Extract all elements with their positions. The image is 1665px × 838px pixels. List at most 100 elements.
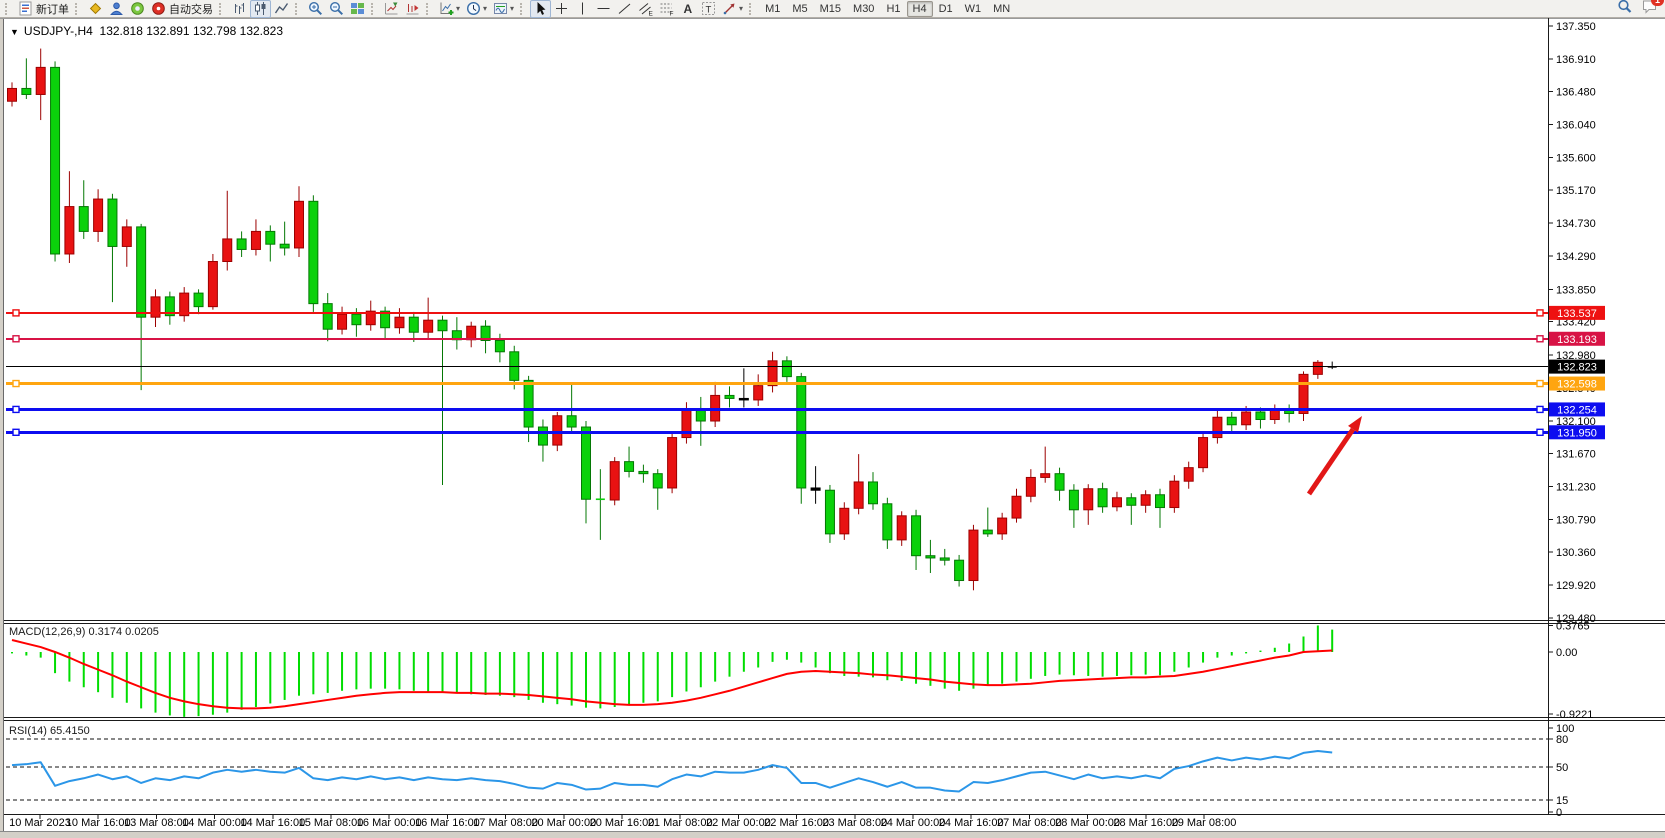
svg-text:28 Mar 16:00: 28 Mar 16:00 bbox=[1113, 817, 1178, 829]
chart-canvas[interactable]: 137.350 136.910 136.480 136.040 135.600 135.1… bbox=[0, 18, 1665, 838]
horizontal-line-button[interactable] bbox=[593, 0, 614, 18]
new-order-icon bbox=[18, 1, 33, 16]
hline-132.598[interactable] bbox=[6, 379, 1548, 388]
svg-text:27 Mar 08:00: 27 Mar 08:00 bbox=[997, 817, 1062, 829]
svg-text:A: A bbox=[684, 2, 693, 16]
svg-text:22 Mar 00:00: 22 Mar 00:00 bbox=[706, 817, 771, 829]
search-icon bbox=[1617, 0, 1632, 18]
period-button[interactable]: ▾ bbox=[463, 0, 490, 18]
svg-text:134.290: 134.290 bbox=[1556, 251, 1596, 263]
svg-text:20 Mar 00:00: 20 Mar 00:00 bbox=[531, 817, 596, 829]
arrows-button[interactable]: ▾ bbox=[719, 0, 746, 18]
chevron-down-icon: ▾ bbox=[483, 4, 488, 13]
cursor-button[interactable] bbox=[530, 0, 552, 18]
svg-text:24 Mar 00:00: 24 Mar 00:00 bbox=[881, 817, 946, 829]
timeframe-mn[interactable]: MN bbox=[993, 2, 1011, 15]
zoom-in-button[interactable] bbox=[305, 0, 326, 18]
chart-window: 137.350 136.910 136.480 136.040 135.600 135.1… bbox=[0, 18, 1665, 838]
svg-text:133.537: 133.537 bbox=[1557, 308, 1597, 320]
tile-windows-button[interactable] bbox=[347, 0, 368, 18]
auto-scroll-button[interactable] bbox=[381, 0, 402, 18]
timeframe-h1[interactable]: H1 bbox=[886, 2, 901, 15]
chevron-down-icon: ▾ bbox=[510, 4, 515, 13]
trendline-icon bbox=[617, 1, 632, 16]
timeframe-m1[interactable]: M1 bbox=[765, 2, 781, 15]
svg-text:132.823: 132.823 bbox=[1557, 362, 1597, 374]
svg-text:129.480: 129.480 bbox=[1556, 613, 1596, 625]
trendline-button[interactable] bbox=[614, 0, 635, 18]
cursor-icon bbox=[533, 1, 548, 16]
new-order-button-label: 新订单 bbox=[36, 3, 69, 16]
price-axis[interactable]: 137.350 136.910 136.480 136.040 135.600 135.1… bbox=[1548, 21, 1605, 625]
svg-text:136.040: 136.040 bbox=[1556, 120, 1596, 132]
label-button[interactable]: T bbox=[698, 0, 719, 18]
macd-axis[interactable]: 0.3765 0.00 -0.9221 bbox=[1548, 620, 1593, 721]
search-button[interactable] bbox=[1617, 0, 1632, 19]
text-button[interactable]: A bbox=[677, 0, 698, 18]
svg-text:28 Mar 00:00: 28 Mar 00:00 bbox=[1055, 817, 1120, 829]
timeframe-d1[interactable]: D1 bbox=[938, 2, 953, 15]
price-label-133.537: 133.537 bbox=[1549, 305, 1605, 320]
line-chart-button[interactable] bbox=[271, 0, 292, 18]
toolbar-grip bbox=[749, 2, 756, 15]
timeframe-h4[interactable]: H4 bbox=[906, 0, 933, 17]
svg-text:132.980: 132.980 bbox=[1556, 350, 1596, 362]
timeframe-group: M1 M5 M15 M30 H1 H4 D1 W1 MN bbox=[759, 0, 1016, 18]
crosshair-icon bbox=[554, 1, 569, 16]
notifications-button[interactable]: 1 bbox=[1642, 0, 1664, 19]
timeframe-m30[interactable]: M30 bbox=[853, 2, 875, 15]
svg-text:16 Mar 16:00: 16 Mar 16:00 bbox=[415, 817, 480, 829]
indicators-icon bbox=[439, 1, 454, 16]
channel-button[interactable]: E bbox=[635, 0, 656, 18]
timeframe-m15[interactable]: M15 bbox=[819, 2, 842, 15]
timeframe-m5[interactable]: M5 bbox=[792, 2, 808, 15]
metaeditor-button[interactable] bbox=[85, 0, 106, 18]
vertical-line-button[interactable] bbox=[572, 0, 593, 18]
toolbar-grip bbox=[219, 2, 226, 15]
candlestick-chart-button[interactable] bbox=[250, 0, 271, 18]
chart-shift-button[interactable] bbox=[402, 0, 423, 18]
svg-text:131.670: 131.670 bbox=[1556, 448, 1596, 460]
svg-text:134.730: 134.730 bbox=[1556, 218, 1596, 230]
toolbar-group bbox=[305, 0, 368, 18]
bar-chart-button[interactable] bbox=[229, 0, 250, 18]
timeframe-w1[interactable]: W1 bbox=[964, 2, 982, 15]
signals-button[interactable] bbox=[127, 0, 148, 18]
new-order-button[interactable]: 新订单 bbox=[15, 0, 72, 18]
svg-text:80: 80 bbox=[1556, 734, 1568, 746]
rsi-indicator-label: RSI(14) 65.4150 bbox=[9, 725, 90, 737]
crosshair-button[interactable] bbox=[551, 0, 572, 18]
toolbar-grip bbox=[75, 2, 82, 15]
toolbar-group: 新订单 bbox=[15, 0, 72, 18]
autotrading-icon bbox=[151, 1, 166, 16]
hline-131.950[interactable] bbox=[6, 428, 1548, 436]
autotrading-button[interactable]: 自动交易 bbox=[148, 0, 216, 18]
profile-button[interactable] bbox=[106, 0, 127, 18]
chart-symbol-period: USDJPY-,H4 bbox=[23, 24, 93, 38]
candlestick-chart-icon bbox=[253, 1, 268, 16]
svg-text:15 Mar 08:00: 15 Mar 08:00 bbox=[299, 817, 364, 829]
svg-text:22 Mar 16:00: 22 Mar 16:00 bbox=[764, 817, 829, 829]
hline-133.537[interactable] bbox=[6, 309, 1548, 317]
notification-badge: 1 bbox=[1651, 0, 1664, 6]
rsi-line bbox=[11, 750, 1333, 793]
fibonacci-button[interactable]: F bbox=[656, 0, 677, 18]
one-click-trading-icon[interactable]: ▼ bbox=[10, 27, 19, 37]
metaeditor-icon bbox=[88, 1, 103, 16]
svg-text:100: 100 bbox=[1556, 723, 1574, 735]
zoom-out-button[interactable] bbox=[326, 0, 347, 18]
trend-arrow[interactable] bbox=[1306, 416, 1362, 496]
indicators-button[interactable]: ▾ bbox=[436, 0, 463, 18]
chart-shift-icon bbox=[405, 1, 420, 16]
svg-text:0: 0 bbox=[1556, 807, 1562, 819]
hline-133.193[interactable] bbox=[6, 335, 1548, 343]
price-label-132.598: 132.598 bbox=[1549, 376, 1605, 391]
svg-text:10 Mar 16:00: 10 Mar 16:00 bbox=[66, 817, 131, 829]
svg-text:-0.9221: -0.9221 bbox=[1556, 709, 1593, 721]
svg-text:0.3765: 0.3765 bbox=[1556, 620, 1590, 632]
hline-132.254[interactable] bbox=[6, 405, 1548, 414]
svg-text:16 Mar 00:00: 16 Mar 00:00 bbox=[357, 817, 422, 829]
templates-button[interactable]: ▾ bbox=[490, 0, 517, 18]
